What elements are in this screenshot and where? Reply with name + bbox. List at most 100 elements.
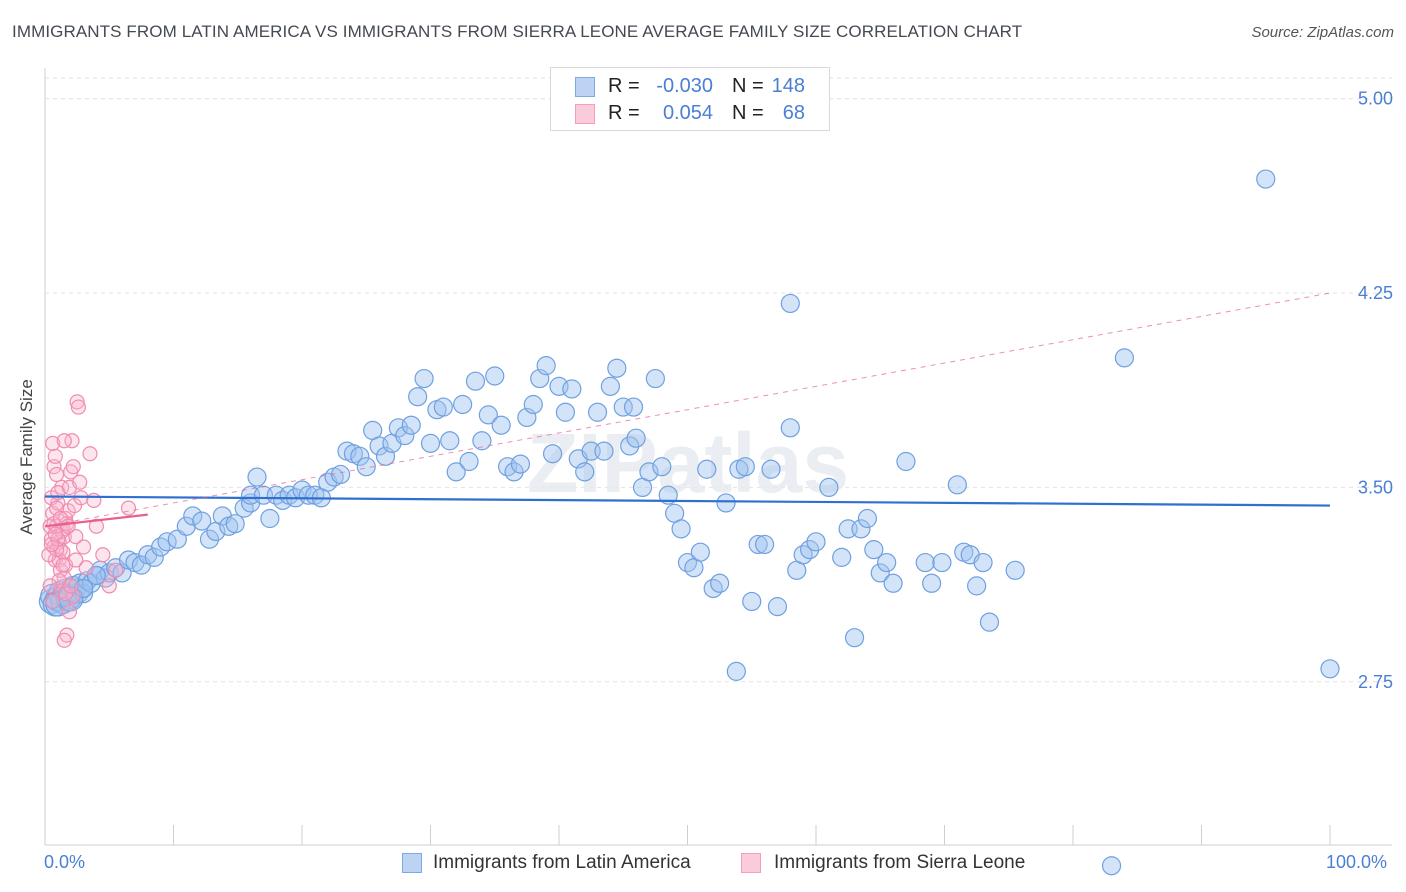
axes xyxy=(44,68,1392,846)
watermark: ZIPatlas xyxy=(527,416,849,510)
point-latin-america xyxy=(350,446,370,466)
point-latin-america xyxy=(607,358,627,378)
point-latin-america xyxy=(401,415,421,435)
point-latin-america xyxy=(1005,560,1025,580)
bottom-legend-label-latin-america: Immigrants from Latin America xyxy=(433,852,691,873)
point-latin-america xyxy=(151,537,171,557)
point-sierra-leone xyxy=(86,492,102,508)
legend-r-value: -0.030 xyxy=(656,75,713,97)
point-latin-america xyxy=(973,552,993,573)
point-sierra-leone xyxy=(72,474,88,490)
point-sierra-leone xyxy=(70,399,87,415)
point-latin-america xyxy=(247,467,267,487)
point-latin-america xyxy=(555,402,576,422)
point-latin-america xyxy=(1320,659,1340,679)
y-tick-labels: 2.75 3.50 4.25 5.00 xyxy=(1358,89,1393,692)
point-latin-america xyxy=(575,462,595,482)
point-sierra-leone xyxy=(68,552,84,568)
point-sierra-leone xyxy=(56,433,72,449)
point-latin-america xyxy=(819,477,839,498)
bottom-legend-swatch-latin-america xyxy=(402,853,422,873)
point-latin-america xyxy=(453,394,473,415)
point-sierra-leone xyxy=(45,435,61,451)
point-latin-america xyxy=(710,573,730,593)
point-latin-america xyxy=(433,397,453,417)
point-latin-america xyxy=(697,459,717,479)
point-latin-america xyxy=(716,493,736,513)
point-latin-america xyxy=(967,576,987,596)
bottom-legend-label-sierra-leone: Immigrants from Sierra Leone xyxy=(774,852,1026,873)
point-latin-america xyxy=(726,661,746,681)
point-latin-america xyxy=(600,376,621,396)
point-latin-america xyxy=(742,591,762,612)
point-latin-america xyxy=(446,462,466,482)
point-latin-america xyxy=(844,628,865,648)
point-latin-america xyxy=(877,552,897,573)
trend-lines xyxy=(44,292,1331,528)
point-latin-america xyxy=(922,573,942,593)
point-latin-america xyxy=(536,356,556,376)
legend-row-latin-america: R = -0.030 N = 148 xyxy=(551,73,829,101)
x-tick-label-max: 100.0% xyxy=(1326,852,1388,872)
point-latin-america xyxy=(806,532,826,552)
trend-line-sierra-leone-extended xyxy=(44,292,1331,527)
point-latin-america xyxy=(677,552,698,573)
point-sierra-leone xyxy=(55,557,71,573)
point-latin-america xyxy=(542,444,563,464)
point-latin-america xyxy=(703,578,723,599)
point-latin-america xyxy=(459,451,479,472)
point-latin-america xyxy=(440,431,460,451)
point-latin-america xyxy=(864,540,884,560)
point-latin-america xyxy=(883,573,903,593)
point-latin-america xyxy=(478,405,498,425)
point-sierra-leone xyxy=(42,578,58,594)
point-latin-america xyxy=(915,552,935,573)
point-sierra-leone xyxy=(47,448,63,464)
chart-source: Source: ZipAtlas.com xyxy=(1251,24,1394,41)
bottom-legend: Immigrants from Latin America Immigrants… xyxy=(0,852,1406,878)
point-latin-america xyxy=(465,371,486,391)
point-latin-america xyxy=(330,464,351,485)
x-tick-label-min: 0.0% xyxy=(44,852,86,872)
point-latin-america xyxy=(793,545,813,565)
point-latin-america xyxy=(690,542,710,562)
point-sierra-leone xyxy=(68,529,84,545)
point-latin-america xyxy=(639,462,659,482)
point-latin-america xyxy=(896,451,916,472)
point-sierra-leone xyxy=(56,632,72,648)
trend-line-sierra-leone xyxy=(44,513,148,528)
legend-n-label: N = xyxy=(732,102,764,124)
point-latin-america xyxy=(979,612,1000,632)
scatter-points xyxy=(38,169,1340,876)
legend-n-value: 68 xyxy=(782,102,805,124)
point-latin-america xyxy=(587,402,608,422)
point-latin-america xyxy=(780,418,800,438)
point-latin-america xyxy=(199,529,220,549)
y-tick-label: 5.00 xyxy=(1358,89,1393,109)
point-sierra-leone xyxy=(65,459,81,475)
point-sierra-leone xyxy=(82,446,98,462)
point-latin-america xyxy=(623,397,644,417)
point-latin-america xyxy=(356,457,376,477)
legend-r-label: R = xyxy=(608,102,640,124)
point-latin-america xyxy=(523,394,543,415)
point-latin-america xyxy=(562,379,582,399)
point-latin-america xyxy=(504,462,524,482)
point-latin-america xyxy=(748,534,768,555)
point-latin-america xyxy=(183,506,203,526)
point-latin-america xyxy=(594,441,614,461)
point-sierra-leone xyxy=(69,394,85,410)
point-latin-america xyxy=(408,387,428,407)
point-latin-america xyxy=(1114,348,1135,368)
point-latin-america xyxy=(851,519,871,539)
point-latin-america xyxy=(225,514,245,534)
point-latin-america xyxy=(947,475,967,495)
point-latin-america xyxy=(144,547,164,567)
y-tick-label: 2.75 xyxy=(1358,672,1393,692)
legend-n-value: 148 xyxy=(771,75,805,97)
point-latin-america xyxy=(613,397,633,417)
point-sierra-leone xyxy=(48,466,65,483)
point-latin-america xyxy=(658,485,678,505)
point-latin-america xyxy=(799,540,820,560)
